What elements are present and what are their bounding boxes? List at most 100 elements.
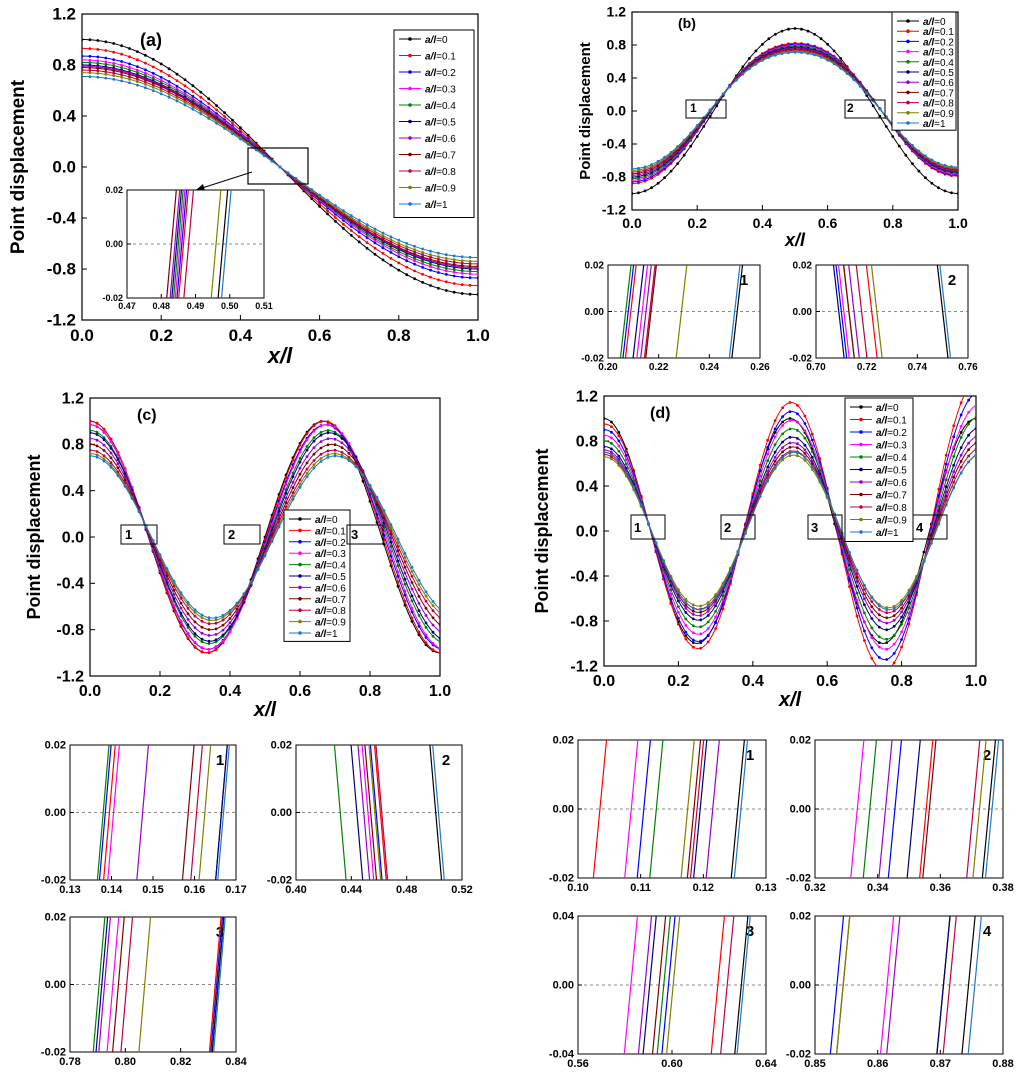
data-point <box>885 658 889 661</box>
series-group <box>82 38 478 296</box>
data-point <box>116 458 120 462</box>
inset-series-line-9 <box>972 740 987 878</box>
data-point <box>721 603 725 606</box>
inset-series-line-3 <box>623 916 639 1054</box>
legend-marker-6 <box>298 585 302 590</box>
data-point <box>974 447 976 451</box>
data-point <box>437 255 440 259</box>
y-tick-label: -0.8 <box>47 260 76 279</box>
inset-series-line-7 <box>686 740 702 878</box>
data-point <box>967 448 970 452</box>
data-point <box>137 510 141 514</box>
data-point <box>413 277 416 281</box>
data-point <box>689 144 693 148</box>
inset-y-tick-label: 0.00 <box>45 979 66 991</box>
data-point <box>865 92 869 95</box>
data-point <box>974 427 976 430</box>
data-point <box>389 540 393 544</box>
data-point <box>721 607 725 611</box>
data-point <box>637 191 640 195</box>
inset-x-tick-label: 0.82 <box>170 1056 191 1068</box>
data-point <box>82 71 84 75</box>
data-point <box>944 490 948 494</box>
data-point <box>460 271 464 275</box>
inset-series <box>832 265 952 358</box>
data-point <box>231 132 234 136</box>
inset-d-1: 0.10 0.11 0.12 0.13 -0.02 0.00 0.02 1 <box>549 735 777 894</box>
data-point <box>277 509 281 513</box>
data-point <box>974 404 976 407</box>
inset-series <box>92 917 226 1052</box>
data-point <box>878 667 881 670</box>
inset-series-line-0 <box>961 916 976 1054</box>
data-point <box>82 66 84 69</box>
data-point <box>437 267 440 271</box>
data-point <box>207 622 211 626</box>
panel-label: (a) <box>140 30 162 50</box>
inset-b-2: 0.70 0.72 0.74 0.76 -0.02 0.00 0.02 2 <box>789 260 978 373</box>
data-point <box>104 76 108 80</box>
data-point <box>818 468 822 472</box>
data-point <box>167 90 171 94</box>
data-point <box>438 616 440 620</box>
data-point <box>144 71 147 75</box>
inset-series-line-10 <box>984 740 1000 878</box>
data-point <box>396 570 400 574</box>
data-point <box>714 593 717 597</box>
data-point <box>706 627 710 630</box>
y-tick-label: 0.8 <box>607 37 627 53</box>
inset-series-line-9 <box>870 265 883 358</box>
data-point <box>333 452 337 455</box>
data-point <box>773 443 777 447</box>
data-point <box>855 580 859 583</box>
data-point <box>396 545 400 548</box>
data-point <box>405 253 409 257</box>
data-point <box>417 602 421 605</box>
data-point <box>318 205 321 208</box>
data-point <box>413 248 416 252</box>
data-point <box>967 433 970 437</box>
legend-marker-9 <box>298 619 302 624</box>
data-point <box>291 471 295 475</box>
x-axis-label: x/l <box>784 230 806 250</box>
data-point <box>277 525 281 529</box>
legend-label-2: a/l=0.2 <box>876 428 907 439</box>
data-point <box>82 47 84 50</box>
data-point <box>90 431 92 435</box>
y-tick-label: 1.2 <box>607 4 627 20</box>
data-point <box>438 630 440 633</box>
data-point <box>788 451 792 455</box>
data-point <box>310 197 314 201</box>
data-point <box>349 216 353 220</box>
data-point <box>877 618 881 622</box>
data-point <box>373 227 377 231</box>
data-point <box>444 289 448 292</box>
data-point <box>647 522 650 526</box>
data-point <box>656 159 660 163</box>
data-point <box>758 479 762 483</box>
data-point <box>397 241 401 245</box>
data-point <box>832 49 836 53</box>
data-point <box>684 601 688 604</box>
inset-series-line-9 <box>836 916 851 1054</box>
data-point <box>102 436 106 439</box>
inset-x-tick-label: 0.49 <box>187 301 205 311</box>
data-point <box>684 637 688 641</box>
zoom-box-label-1: 1 <box>690 101 697 115</box>
data-point <box>885 611 889 615</box>
data-point <box>96 39 100 42</box>
data-point <box>109 461 113 464</box>
data-point <box>900 601 903 605</box>
data-point <box>96 72 100 75</box>
data-point <box>826 42 829 46</box>
data-point <box>754 49 758 53</box>
panel-label: (d) <box>650 405 670 422</box>
data-point <box>959 471 963 475</box>
data-point <box>734 78 738 82</box>
data-point <box>915 577 918 581</box>
y-tick-label: 0.0 <box>62 529 84 546</box>
data-point <box>128 62 131 66</box>
y-tick-label: 0.8 <box>52 56 76 75</box>
data-point <box>959 425 963 428</box>
data-point <box>373 241 377 245</box>
